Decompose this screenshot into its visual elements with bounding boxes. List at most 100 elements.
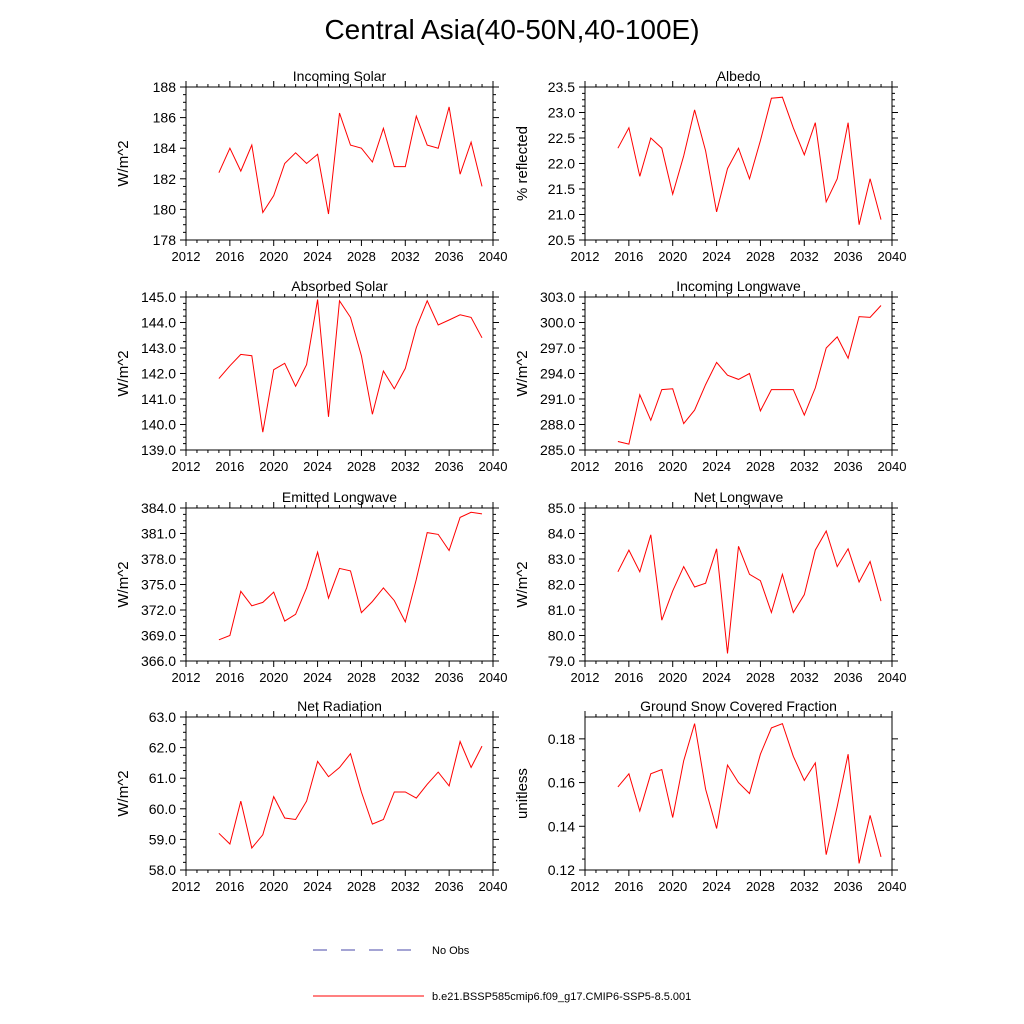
y-tick-label: 180 [153, 201, 177, 217]
y-tick-label: 20.5 [548, 232, 575, 248]
x-tick-label: 2020 [259, 459, 288, 474]
series-line [617, 722, 882, 864]
x-tick-label: 2028 [746, 879, 775, 894]
y-tick-label: 0.18 [548, 731, 575, 747]
x-tick-label: 2012 [571, 670, 600, 685]
x-tick-label: 2040 [479, 879, 508, 894]
x-tick-label: 2016 [215, 879, 244, 894]
y-tick-label: 184 [153, 140, 177, 156]
y-axis-label: W/m^2 [115, 350, 132, 396]
x-tick-label: 2032 [391, 249, 420, 264]
series-line [218, 511, 483, 641]
y-tick-label: 82.0 [548, 577, 575, 593]
panel-title: Incoming Longwave [676, 278, 801, 294]
y-tick-label: 291.0 [540, 391, 575, 407]
x-tick-label: 2012 [172, 459, 201, 474]
x-tick-label: 2040 [878, 249, 907, 264]
x-tick-label: 2032 [391, 459, 420, 474]
panel-title: Albedo [717, 68, 761, 84]
y-tick-label: 366.0 [141, 653, 176, 669]
y-tick-label: 0.12 [548, 862, 575, 878]
y-tick-label: 23.5 [548, 79, 575, 95]
x-tick-label: 2040 [878, 459, 907, 474]
y-tick-label: 85.0 [548, 500, 575, 516]
y-tick-label: 22.5 [548, 130, 575, 146]
x-tick-label: 2040 [878, 879, 907, 894]
y-tick-label: 145.0 [141, 289, 176, 305]
panel-title: Emitted Longwave [282, 489, 397, 505]
x-tick-label: 2016 [215, 459, 244, 474]
y-tick-label: 372.0 [141, 602, 176, 618]
y-tick-label: 79.0 [548, 653, 575, 669]
x-tick-label: 2036 [435, 249, 464, 264]
y-tick-label: 139.0 [141, 442, 176, 458]
y-axis-label: W/m^2 [514, 350, 531, 396]
legend-obs-label: No Obs [432, 945, 470, 957]
x-tick-label: 2036 [435, 670, 464, 685]
y-tick-label: 288.0 [540, 417, 575, 433]
x-tick-label: 2020 [658, 879, 687, 894]
y-tick-label: 80.0 [548, 628, 575, 644]
y-tick-label: 294.0 [540, 366, 575, 382]
panel-7: Net Radiation W/m^2 2012 2016 2020 2024 2028 20… [115, 698, 507, 894]
x-tick-label: 2032 [790, 879, 819, 894]
x-tick-label: 2028 [746, 670, 775, 685]
x-tick-label: 2024 [303, 249, 332, 264]
y-tick-label: 384.0 [141, 500, 176, 516]
x-tick-label: 2016 [215, 249, 244, 264]
x-tick-label: 2020 [658, 459, 687, 474]
x-tick-label: 2028 [746, 249, 775, 264]
x-tick-label: 2016 [614, 459, 643, 474]
panel-title: Incoming Solar [293, 68, 387, 84]
x-tick-label: 2040 [479, 670, 508, 685]
y-tick-label: 285.0 [540, 442, 575, 458]
panel-5: Emitted Longwave W/m^2 2012 2016 2020 2024 202… [115, 489, 507, 685]
x-tick-label: 2024 [702, 670, 731, 685]
y-axis-label: unitless [514, 768, 531, 819]
figure-title: Central Asia(40-50N,40-100E) [324, 14, 700, 45]
y-tick-label: 369.0 [141, 628, 176, 644]
x-tick-label: 2036 [834, 249, 863, 264]
y-tick-label: 59.0 [149, 831, 176, 847]
y-tick-label: 23.0 [548, 105, 575, 121]
y-tick-label: 378.0 [141, 551, 176, 567]
x-tick-label: 2020 [658, 670, 687, 685]
y-tick-label: 61.0 [149, 770, 176, 786]
y-axis-label: W/m^2 [115, 770, 132, 816]
series-line [617, 529, 882, 654]
y-tick-label: 0.16 [548, 775, 575, 791]
plot-frame [185, 507, 494, 662]
y-tick-label: 188 [153, 79, 177, 95]
y-tick-label: 0.14 [548, 818, 575, 834]
y-tick-label: 297.0 [540, 340, 575, 356]
x-tick-label: 2012 [172, 879, 201, 894]
x-tick-label: 2028 [347, 670, 376, 685]
x-tick-label: 2032 [790, 670, 819, 685]
panel-6: Net Longwave W/m^2 2012 2016 2020 2024 2028 203… [514, 489, 906, 685]
y-tick-label: 142.0 [141, 366, 176, 382]
y-tick-label: 381.0 [141, 526, 176, 542]
x-tick-label: 2020 [658, 249, 687, 264]
y-tick-label: 63.0 [149, 709, 176, 725]
x-tick-label: 2040 [479, 249, 508, 264]
y-tick-label: 21.0 [548, 207, 575, 223]
y-tick-label: 375.0 [141, 577, 176, 593]
y-tick-label: 62.0 [149, 740, 176, 756]
x-tick-label: 2032 [790, 249, 819, 264]
x-tick-label: 2024 [303, 459, 332, 474]
x-tick-label: 2016 [614, 249, 643, 264]
x-tick-label: 2020 [259, 670, 288, 685]
x-tick-label: 2036 [435, 459, 464, 474]
panel-4: Incoming Longwave W/m^2 2012 2016 2020 2024 20… [514, 278, 906, 474]
x-tick-label: 2032 [790, 459, 819, 474]
y-axis-label: W/m^2 [115, 140, 132, 186]
plot-frame [185, 86, 494, 241]
x-tick-label: 2036 [834, 670, 863, 685]
y-tick-label: 141.0 [141, 391, 176, 407]
y-tick-label: 60.0 [149, 801, 176, 817]
x-tick-label: 2040 [479, 459, 508, 474]
y-axis-label: W/m^2 [115, 561, 132, 607]
y-tick-label: 81.0 [548, 602, 575, 618]
panel-8: Ground Snow Covered Fraction unitless 2012… [514, 698, 906, 894]
x-tick-label: 2036 [834, 879, 863, 894]
